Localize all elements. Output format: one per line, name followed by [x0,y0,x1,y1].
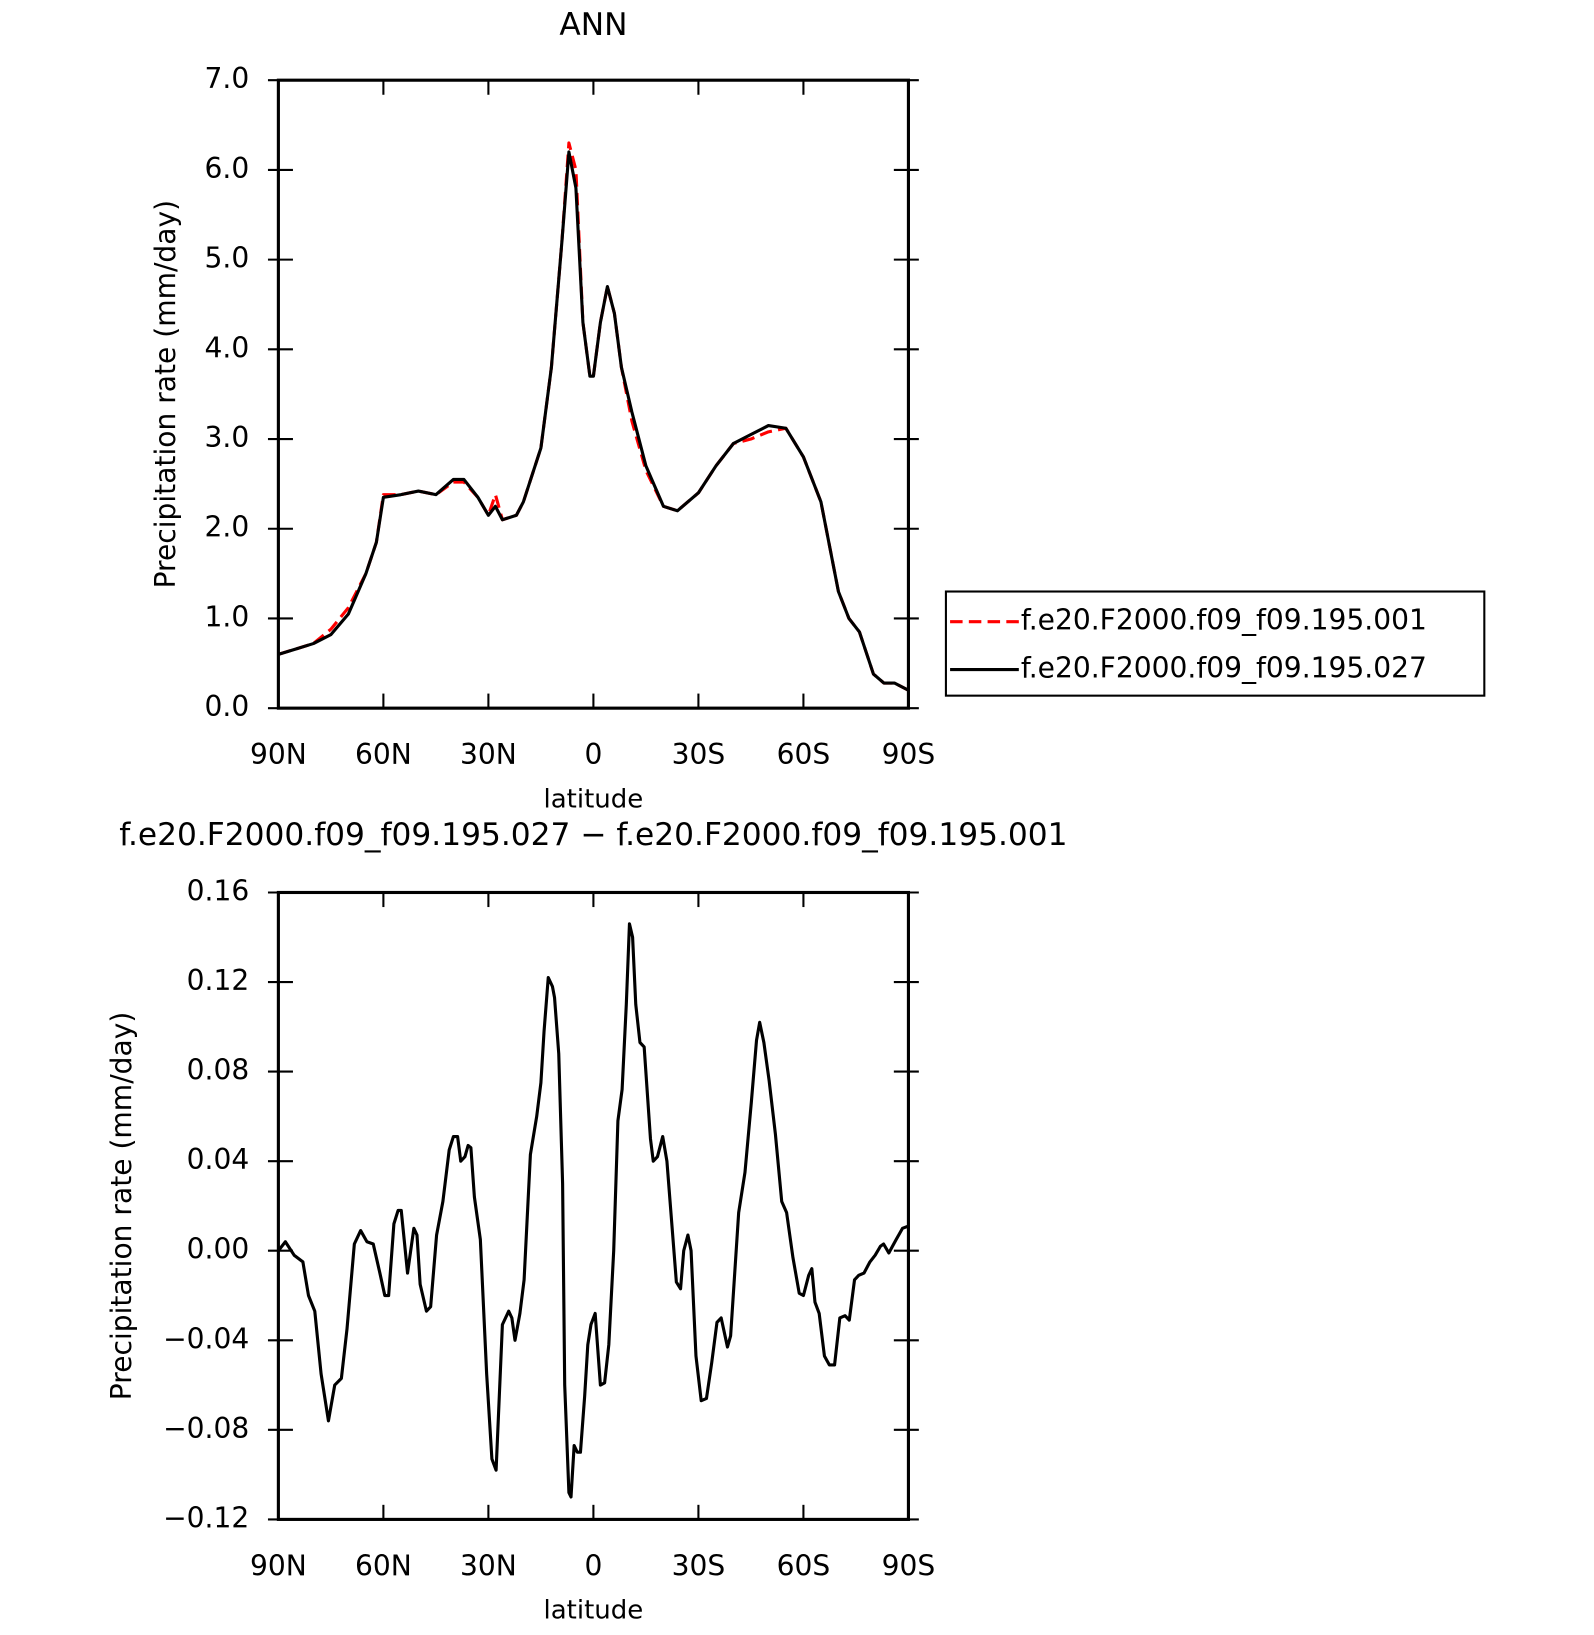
legend-label: f.e20.F2000.f09_f09.195.027 [1021,652,1427,685]
x-tick-label: 60S [777,1549,831,1582]
x-tick-label: 30N [460,1549,517,1582]
legend-label: f.e20.F2000.f09_f09.195.001 [1021,604,1427,637]
x-axis-label: latitude [543,1596,643,1626]
x-tick-label: 60N [355,738,412,771]
y-tick-label: 3.0 [205,421,250,454]
y-tick-label: 2.0 [205,511,250,544]
plot-frame [276,890,910,1521]
x-tick-label: 30N [460,738,517,771]
plot-frame [276,78,910,710]
y-axis-label: Precipitation rate (mm/day) [105,1012,138,1401]
y-tick-label: 0.08 [187,1054,250,1087]
y-tick-label: 6.0 [205,152,250,185]
y-tick-label: 4.0 [205,331,250,364]
y-tick-label: 0.0 [205,690,250,723]
x-tick-label: 30S [672,738,726,771]
y-tick-label: 0.04 [187,1143,250,1176]
x-tick-label: 90N [250,738,307,771]
y-tick-label: −0.04 [163,1322,249,1355]
x-tick-label: 30S [672,1549,726,1582]
x-tick-label: 90S [882,738,936,771]
y-tick-label: 5.0 [205,242,250,275]
y-tick-label: 0.00 [187,1233,250,1266]
x-tick-label: 0 [584,738,602,771]
y-tick-label: 0.12 [187,964,250,997]
x-tick-label: 90N [250,1549,307,1582]
x-tick-label: 90S [882,1549,936,1582]
y-tick-label: 7.0 [205,62,250,95]
data-line [277,141,910,692]
x-tick-label: 60N [355,1549,412,1582]
x-axis-label: latitude [543,784,643,814]
y-tick-label: 1.0 [205,600,250,633]
y-tick-label: −0.08 [163,1412,249,1445]
y-tick-label: 0.16 [187,874,250,907]
x-tick-label: 60S [777,738,831,771]
y-axis-label: Precipitation rate (mm/day) [149,200,182,589]
data-line [277,150,910,692]
chart-title: f.e20.F2000.f09_f09.195.027 − f.e20.F200… [119,817,1067,853]
x-tick-label: 0 [584,1549,602,1582]
chart-title: ANN [559,7,627,43]
y-tick-label: −0.12 [163,1501,249,1534]
legend-box [944,590,1486,697]
data-line [277,922,909,1499]
